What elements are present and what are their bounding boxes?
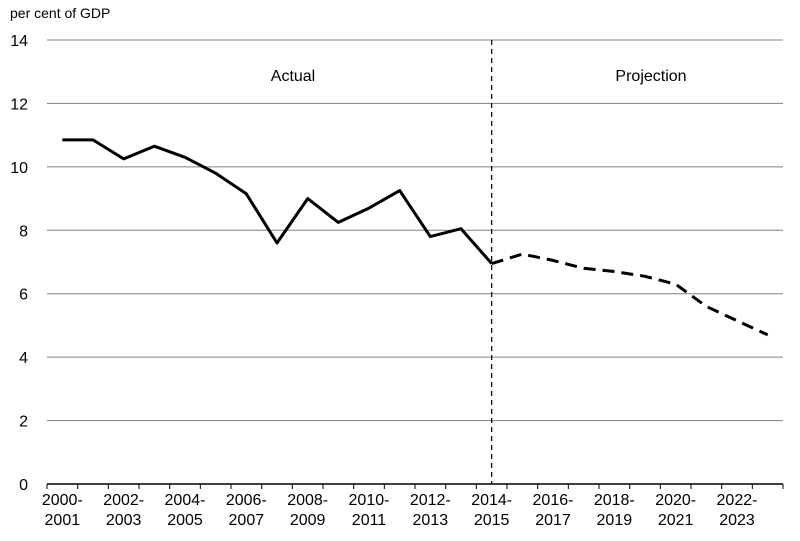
- y-tick-label: 14: [10, 33, 28, 50]
- projection-annotation: Projection: [615, 68, 686, 85]
- x-tick-label: 2016-2017: [533, 492, 574, 529]
- y-tick-label: 10: [10, 160, 28, 177]
- x-tick-label: 2008-2009: [287, 492, 328, 529]
- x-tick-label: 2006-2007: [226, 492, 267, 529]
- x-tick-label: 2010-2011: [349, 492, 390, 529]
- y-tick-label: 2: [19, 414, 28, 431]
- series-lines: [62, 140, 767, 335]
- x-tick-label: 2000-2001: [42, 492, 83, 529]
- x-tick-label: 2020-2021: [655, 492, 696, 529]
- x-tick-label: 2018-2019: [594, 492, 635, 529]
- x-tick-label: 2022-2023: [717, 492, 758, 529]
- projection-line: [492, 254, 768, 335]
- y-tick-label: 12: [10, 96, 28, 113]
- y-tick-label: 8: [19, 223, 28, 240]
- y-tick-label: 6: [19, 287, 28, 304]
- y-tick-label: 4: [19, 350, 28, 367]
- gridlines: [47, 40, 783, 421]
- x-tick-label: 2014-2015: [471, 492, 512, 529]
- x-tick-label: 2012-2013: [410, 492, 451, 529]
- actual-annotation: Actual: [271, 68, 315, 85]
- x-tick-label: 2004-2005: [165, 492, 206, 529]
- x-tick-label: 2002-2003: [103, 492, 144, 529]
- x-axis-ticks: 2000-2001 2002-2003 2004-2005 2006-2007 2008…: [42, 484, 783, 529]
- y-tick-label: 0: [19, 477, 28, 494]
- y-axis-ticks: 0 2 4 6 8 10 12 14: [10, 33, 28, 494]
- actual-line: [62, 140, 491, 264]
- y-axis-title: per cent of GDP: [10, 5, 110, 21]
